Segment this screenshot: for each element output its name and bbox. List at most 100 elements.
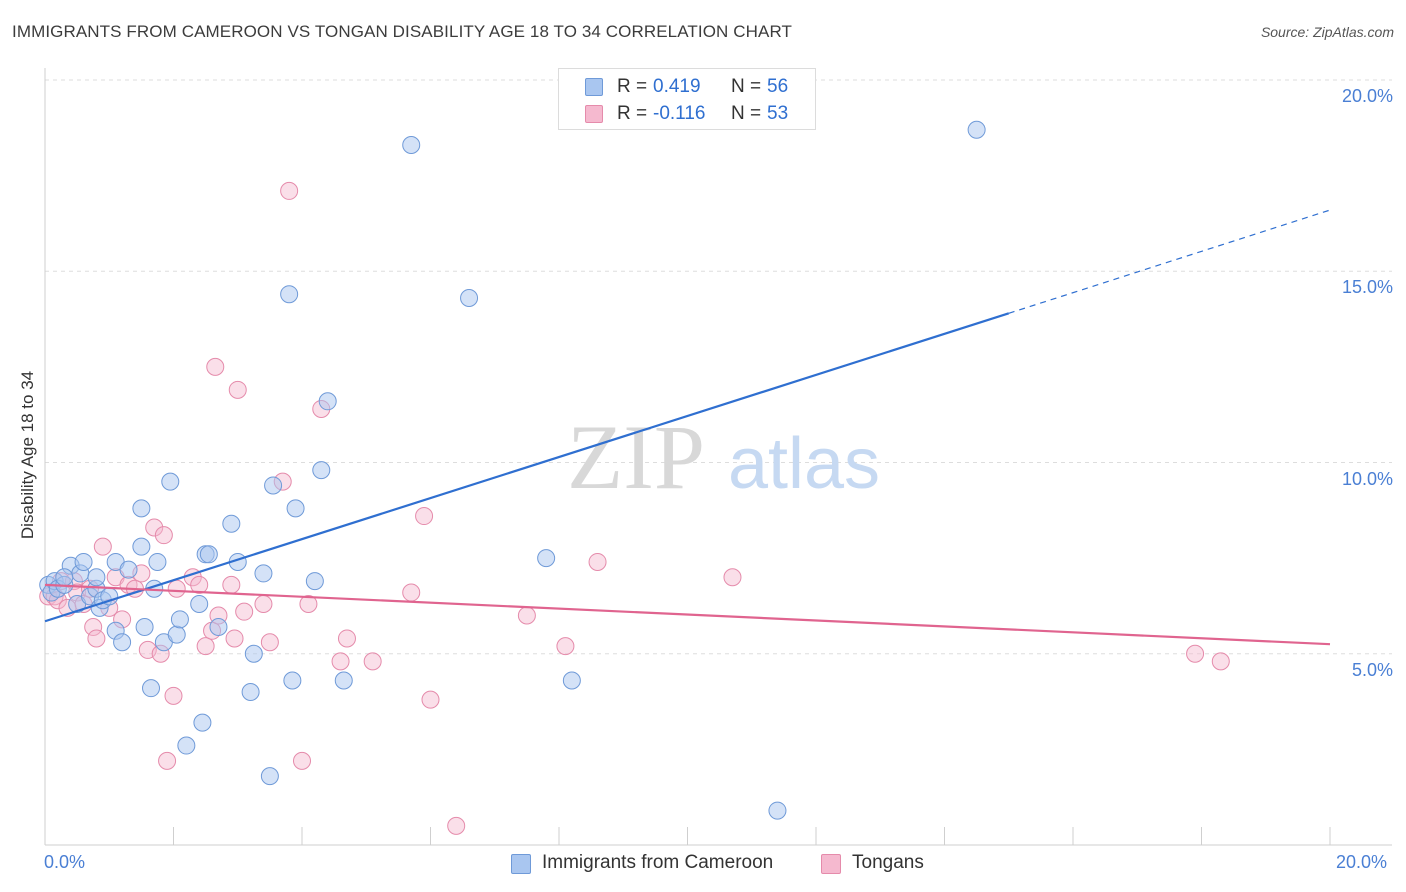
cameroon-point bbox=[74, 552, 93, 571]
cameroon-point bbox=[193, 713, 212, 732]
cameroon-point bbox=[334, 671, 353, 690]
tongans-point bbox=[87, 629, 106, 648]
n-label: N = bbox=[731, 103, 762, 124]
cameroon-point bbox=[254, 564, 273, 583]
cameroon-point bbox=[537, 549, 556, 568]
tongans-point bbox=[254, 595, 273, 614]
y-tick-label: 15.0% bbox=[1341, 277, 1393, 298]
cameroon-point bbox=[87, 568, 106, 587]
cameroon-point bbox=[132, 537, 151, 556]
cameroon-point bbox=[283, 671, 302, 690]
tongans-point bbox=[588, 552, 607, 571]
tongans-point bbox=[723, 568, 742, 587]
y-tick-label: 5.0% bbox=[1351, 659, 1393, 680]
tongans-point bbox=[331, 652, 350, 671]
tongans-point bbox=[167, 579, 186, 598]
tongans-legend-swatch bbox=[821, 854, 841, 874]
cameroon-trend-line bbox=[44, 312, 1010, 623]
tongans-point bbox=[222, 575, 241, 594]
tongans-point bbox=[190, 575, 209, 594]
cameroon-point bbox=[199, 545, 218, 564]
chart-title: IMMIGRANTS FROM CAMEROON VS TONGAN DISAB… bbox=[12, 22, 792, 41]
cameroon-point bbox=[170, 610, 189, 629]
tongans-point bbox=[299, 595, 318, 614]
gridlines bbox=[45, 79, 1392, 655]
cameroon-trend-extension bbox=[1008, 209, 1331, 314]
cameroon-point bbox=[148, 552, 167, 571]
cameroon-point bbox=[260, 767, 279, 786]
tongans-point bbox=[260, 633, 279, 652]
tongans-point bbox=[280, 181, 299, 200]
cameroon-points bbox=[39, 120, 986, 820]
watermark-atlas: atlas bbox=[728, 424, 880, 504]
tongans-point bbox=[235, 602, 254, 621]
tongans-point bbox=[93, 537, 112, 556]
r-label: R = bbox=[617, 76, 648, 97]
cameroon-point bbox=[768, 801, 787, 820]
cameroon-point bbox=[318, 392, 337, 411]
cameroon-point bbox=[460, 289, 479, 308]
cameroon-point bbox=[135, 617, 154, 636]
tongans-point bbox=[402, 583, 421, 602]
n-label: N = bbox=[731, 76, 762, 97]
x-tick-label: 0.0% bbox=[44, 852, 86, 872]
tongans-swatch bbox=[585, 105, 603, 123]
cameroon-legend-label: Immigrants from Cameroon bbox=[542, 852, 774, 873]
tongans-point bbox=[158, 751, 177, 770]
cameroon-point bbox=[167, 625, 186, 644]
cameroon-point bbox=[177, 736, 196, 755]
tongans-point bbox=[84, 617, 103, 636]
watermark-zip: ZIP bbox=[567, 406, 705, 508]
cameroon-point bbox=[55, 568, 74, 587]
cameroon-legend-swatch bbox=[511, 854, 531, 874]
cameroon-point bbox=[161, 472, 180, 491]
cameroon-point bbox=[286, 499, 305, 518]
tongans-point bbox=[421, 690, 440, 709]
cameroon-point bbox=[244, 644, 263, 663]
tongans-point bbox=[145, 518, 164, 537]
cameroon-point bbox=[312, 461, 331, 480]
tongans-point bbox=[154, 526, 173, 545]
x-tick-label: 20.0% bbox=[1336, 852, 1388, 872]
tongans-point bbox=[415, 507, 434, 526]
tongans-point bbox=[206, 357, 225, 376]
cameroon-point bbox=[305, 572, 324, 591]
tongans-points bbox=[39, 181, 1230, 835]
y-tick-label: 10.0% bbox=[1341, 468, 1393, 489]
y-tick-label: 20.0% bbox=[1341, 86, 1393, 106]
tongans-legend-label: Tongans bbox=[852, 852, 924, 873]
cameroon-point bbox=[562, 671, 581, 690]
n-value: 56 bbox=[767, 76, 789, 97]
tongans-point bbox=[225, 629, 244, 648]
tongans-point bbox=[164, 686, 183, 705]
r-value: -0.116 bbox=[653, 103, 706, 124]
tongans-point bbox=[363, 652, 382, 671]
r-label: R = bbox=[617, 103, 648, 124]
source-label: Source: ZipAtlas.com bbox=[1260, 24, 1394, 40]
tongans-point bbox=[1186, 644, 1205, 663]
cameroon-point bbox=[209, 617, 228, 636]
stats-legend: R = 0.419 N = 56 R = -0.116 N = 53 bbox=[558, 68, 816, 130]
cameroon-point bbox=[119, 560, 138, 579]
tongans-point bbox=[517, 606, 536, 625]
cameroon-point bbox=[967, 120, 986, 139]
cameroon-point bbox=[264, 476, 283, 495]
tongans-point bbox=[228, 380, 247, 399]
cameroon-point bbox=[222, 514, 241, 533]
cameroon-point bbox=[113, 633, 132, 652]
tongans-point bbox=[293, 751, 311, 770]
tongans-trend-line bbox=[44, 583, 1331, 646]
cameroon-point bbox=[241, 683, 260, 701]
cameroon-point bbox=[402, 136, 421, 155]
tongans-point bbox=[337, 629, 356, 648]
cameroon-point bbox=[190, 595, 209, 614]
n-value: 53 bbox=[767, 103, 789, 124]
tongans-point bbox=[556, 637, 575, 656]
r-value: 0.419 bbox=[653, 76, 701, 97]
axes bbox=[44, 68, 1392, 846]
cameroon-swatch bbox=[585, 78, 603, 96]
cameroon-point bbox=[132, 499, 151, 518]
cameroon-point bbox=[142, 679, 161, 698]
tongans-point bbox=[196, 637, 215, 656]
